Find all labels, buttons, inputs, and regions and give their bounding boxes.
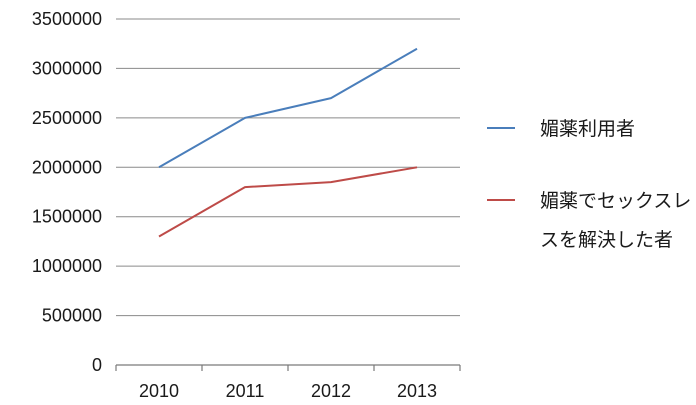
x-axis-ticks: 2010 2011 2012 2013 [139,381,437,401]
series-line-2 [158,166,418,238]
x-tick-label: 2010 [139,381,179,401]
y-tick-label: 3000000 [32,58,102,78]
y-tick-label: 2500000 [32,108,102,128]
y-tick-label: 1500000 [32,207,102,227]
x-tick-label: 2013 [397,381,437,401]
legend-label-2: 媚薬でセックスレ [540,190,691,212]
series-line-1 [158,47,418,169]
y-tick-label: 3500000 [32,9,102,29]
y-tick-label: 1000000 [32,256,102,276]
y-tick-label: 0 [92,355,102,375]
gridlines [116,18,460,317]
x-tick-label: 2012 [311,381,351,401]
series-lines [158,47,418,238]
legend-label-2: スを解決した者 [540,229,673,251]
y-axis-ticks: 0 500000 1000000 1500000 2000000 2500000 30000… [32,9,102,375]
x-axis-tickmarks [115,365,461,371]
x-tick-label: 2011 [226,381,265,401]
y-tick-label: 500000 [42,306,102,326]
legend-label-1: 媚薬利用者 [540,118,635,140]
y-tick-label: 2000000 [32,157,102,177]
